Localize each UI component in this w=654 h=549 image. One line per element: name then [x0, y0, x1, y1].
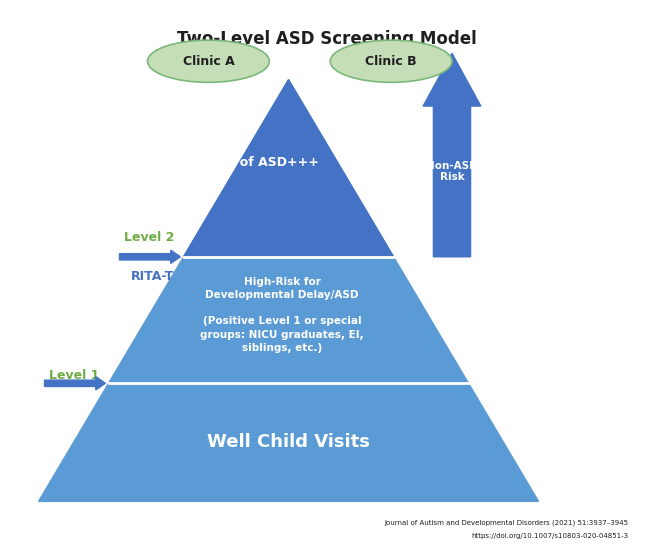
Polygon shape: [184, 80, 394, 257]
Ellipse shape: [330, 40, 452, 82]
Text: Clinic A: Clinic A: [182, 55, 234, 68]
Text: https://doi.org/10.1007/s10803-020-04851-3: https://doi.org/10.1007/s10803-020-04851…: [471, 533, 628, 539]
FancyArrow shape: [423, 53, 481, 257]
Text: RITA-T: RITA-T: [131, 270, 174, 283]
Text: Level 2: Level 2: [124, 231, 174, 244]
Polygon shape: [39, 80, 538, 501]
Text: High-Risk for
Developmental Delay/ASD

(Positive Level 1 or special
groups: NICU: High-Risk for Developmental Delay/ASD (P…: [200, 277, 364, 353]
Text: Journal of Autism and Developmental Disorders (2021) 51:3937–3945: Journal of Autism and Developmental Diso…: [385, 519, 628, 526]
Text: Well Child Visits: Well Child Visits: [207, 433, 370, 451]
FancyArrow shape: [120, 250, 181, 264]
Text: Level 1: Level 1: [48, 369, 99, 382]
Text: Non-ASD
Risk: Non-ASD Risk: [426, 160, 478, 182]
FancyArrow shape: [44, 377, 105, 390]
Text: Clinic B: Clinic B: [366, 55, 417, 68]
Text: Risk of ASD+++: Risk of ASD+++: [207, 156, 319, 170]
Text: Two-Level ASD Screening Model: Two-Level ASD Screening Model: [177, 30, 477, 48]
Ellipse shape: [148, 40, 269, 82]
